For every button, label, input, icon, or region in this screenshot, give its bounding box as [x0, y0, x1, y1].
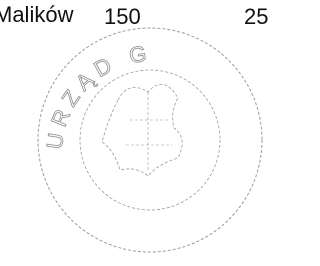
stamp-emblem [102, 84, 182, 176]
stamp-emblem-detail [126, 92, 172, 172]
document-fragment: URZĄD G Malików 150 25 [0, 0, 272, 266]
stamp-text-path: URZĄD G [42, 40, 154, 151]
street-name: Malików [0, 2, 74, 27]
stamp-text: URZĄD G [42, 40, 154, 151]
page-fragment: 25 [244, 4, 268, 29]
stamp-inner-ring [80, 70, 220, 210]
house-number: 150 [104, 4, 141, 29]
page: URZĄD G Malików 150 25 (() => { const da… [0, 0, 272, 266]
